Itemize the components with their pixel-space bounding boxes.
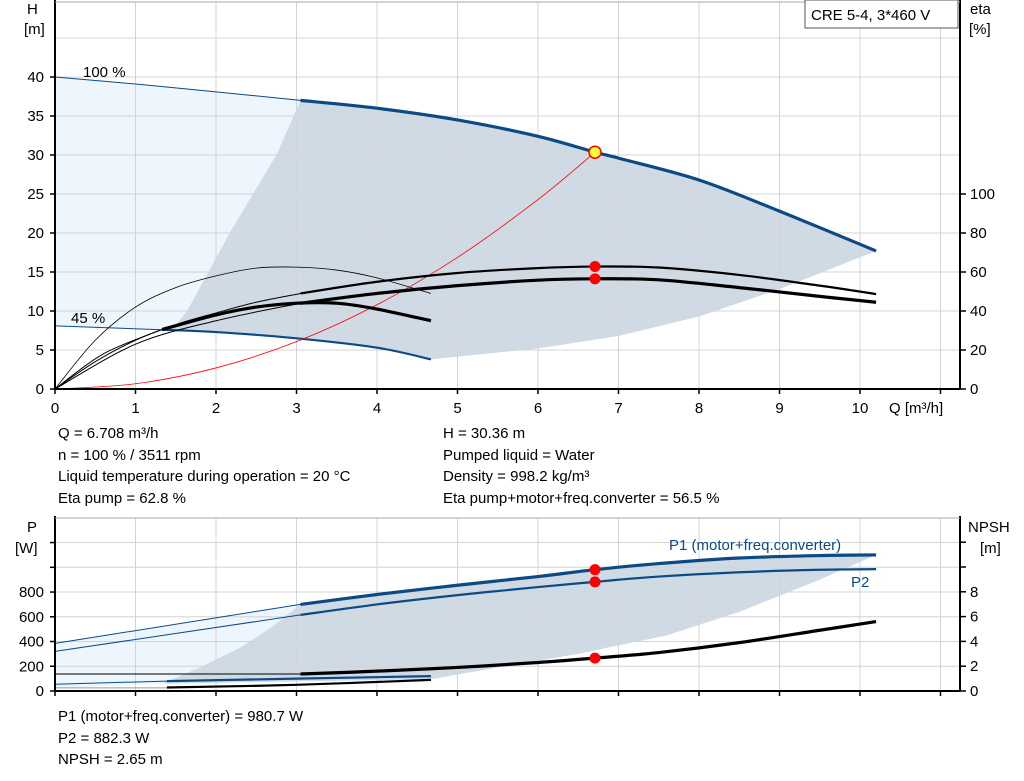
x-tick-label: 8 (695, 400, 703, 417)
eta-axis-label: eta (970, 1, 992, 18)
x-tick-label: 6 (534, 400, 542, 417)
y-tick-label: 35 (27, 108, 44, 125)
y-tick-label: 600 (19, 609, 44, 626)
h-axis-label: H (27, 1, 38, 18)
p-axis-label: P (27, 519, 37, 536)
operating-point-marker (589, 273, 601, 285)
x-tick-label: 9 (775, 400, 783, 417)
curve-system-curve (54, 151, 596, 390)
y-tick-label: 200 (19, 658, 44, 675)
info-npsh: NPSH = 2.65 m (58, 751, 163, 768)
power-info: P1 (motor+freq.converter) = 980.7 W P2 =… (58, 706, 303, 771)
q-axis-label: Q [m³/h] (889, 400, 943, 417)
info-head: H = 30.36 m (443, 425, 526, 442)
info-p1: P1 (motor+freq.converter) = 980.7 W (58, 708, 304, 725)
x-tick-label: 10 (852, 400, 869, 417)
x-tick-label: 3 (292, 400, 300, 417)
duty-info-left: Q = 6.708 m³/h n = 100 % / 3511 rpm Liqu… (58, 423, 350, 509)
curve-label-45: 45 % (71, 310, 105, 327)
info-eta-total: Eta pump+motor+freq.converter = 56.5 % (443, 489, 720, 507)
operating-range-dark (162, 554, 877, 684)
y2-tick-label: 100 (970, 186, 995, 203)
operating-range-light (55, 77, 301, 331)
x-tick-label: 1 (131, 400, 139, 417)
y-tick-label: 0 (36, 381, 44, 398)
curve-eta-total-45 (161, 300, 432, 332)
product-label-box (804, 0, 959, 29)
curve-h-45 (162, 328, 432, 361)
curve-eta-pump-45 (54, 266, 432, 390)
y-tick-label: 25 (27, 186, 44, 203)
info-liquid-temp: Liquid temperature during operation = 20… (58, 468, 351, 485)
operating-point-marker (589, 652, 601, 664)
y2-tick-label: 20 (970, 342, 987, 359)
y-tick-label: 400 (19, 634, 44, 651)
curve-eta-total-100-thin (54, 302, 301, 390)
x-tick-label: 0 (51, 400, 59, 417)
x-tick-label: 5 (453, 400, 461, 417)
y-tick-label: 40 (27, 69, 44, 86)
curve-label-p1: P1 (motor+freq.converter) (669, 537, 841, 554)
operating-point-marker (589, 576, 601, 588)
y2-tick-label: 6 (970, 609, 978, 626)
x-tick-label: 2 (212, 400, 220, 417)
y2-tick-label: 8 (970, 584, 978, 601)
curve-p2-45 (166, 678, 431, 689)
y-tick-label: 0 (36, 683, 44, 700)
eta-axis-unit: [%] (969, 21, 991, 38)
curve-p1-45-thin (54, 680, 167, 685)
operating-point-marker (589, 564, 601, 576)
info-p2: P2 = 882.3 W (58, 729, 150, 747)
y2-tick-label: 0 (970, 381, 978, 398)
y-tick-label: 15 (27, 264, 44, 281)
curve-eta-total-45-thin (54, 329, 163, 390)
x-tick-label: 7 (614, 400, 622, 417)
y2-tick-label: 0 (970, 683, 978, 700)
info-eta-pump: Eta pump = 62.8 % (58, 489, 186, 507)
operating-range-light (55, 604, 301, 689)
curve-p2-thin (54, 614, 301, 652)
y2-tick-label: 80 (970, 225, 987, 242)
y-tick-label: 800 (19, 584, 44, 601)
x-tick-label: 4 (373, 400, 381, 417)
curve-label-100: 100 % (83, 64, 126, 81)
y-tick-label: 30 (27, 147, 44, 164)
npsh-axis-unit: [m] (980, 540, 1001, 557)
y-tick-label: 10 (27, 303, 44, 320)
y2-tick-label: 60 (970, 264, 987, 281)
info-density: Density = 998.2 kg/m³ (443, 468, 590, 485)
curve-p1-45 (166, 675, 431, 683)
npsh-axis-label: NPSH (968, 519, 1010, 536)
y-tick-label: 5 (36, 342, 44, 359)
product-label: CRE 5-4, 3*460 V (811, 7, 930, 24)
y2-tick-label: 4 (970, 633, 978, 650)
h-axis-unit: [m] (24, 21, 45, 38)
y2-tick-label: 2 (970, 658, 978, 675)
y-tick-label: 20 (27, 225, 44, 242)
info-pumped-liquid: Pumped liquid = Water (443, 446, 595, 464)
duty-point-marker (588, 145, 602, 159)
duty-info-right: H = 30.36 m Pumped liquid = Water Densit… (443, 423, 719, 509)
curve-label-p2: P2 (851, 574, 869, 591)
operating-point-marker (589, 261, 601, 273)
curve-p1-thin (54, 603, 301, 644)
curve-h-100-thin (54, 76, 301, 101)
p-axis-unit: [W] (15, 540, 38, 557)
info-flow: Q = 6.708 m³/h (58, 425, 159, 442)
operating-range-dark (171, 100, 877, 360)
y2-tick-label: 40 (970, 303, 987, 320)
info-speed: n = 100 % / 3511 rpm (58, 446, 201, 464)
